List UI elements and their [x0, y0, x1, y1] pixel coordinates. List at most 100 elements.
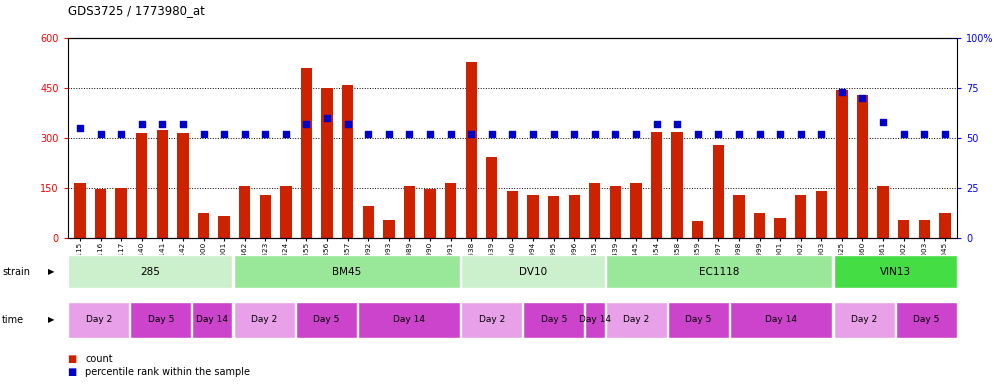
Point [690, 131, 706, 137]
Point [937, 131, 953, 137]
Bar [668, 301, 729, 338]
Bar [234, 255, 460, 288]
Bar [69, 255, 233, 288]
Bar [296, 301, 357, 338]
Bar [606, 255, 832, 288]
Point [607, 131, 623, 137]
Point [834, 89, 850, 95]
Bar [342, 85, 353, 238]
Point [669, 121, 685, 127]
Bar [383, 220, 395, 238]
Bar [651, 132, 662, 238]
Bar [569, 195, 580, 238]
Bar [424, 189, 435, 238]
Point [113, 131, 129, 137]
Bar [234, 301, 294, 338]
Bar [606, 301, 667, 338]
Point [298, 121, 314, 127]
Point [402, 131, 417, 137]
Bar [672, 132, 683, 238]
Point [72, 125, 87, 131]
Bar [193, 301, 233, 338]
Text: BM45: BM45 [332, 266, 362, 277]
Bar [795, 195, 806, 238]
Bar [734, 195, 745, 238]
Bar [130, 301, 191, 338]
Point [813, 131, 829, 137]
Bar [465, 62, 477, 238]
Bar [461, 301, 522, 338]
Point [484, 131, 500, 137]
Bar [363, 207, 374, 238]
Bar [585, 301, 605, 338]
Bar [834, 255, 956, 288]
Bar [836, 90, 848, 238]
Point [896, 131, 911, 137]
Point [546, 131, 562, 137]
Bar [548, 197, 560, 238]
Point [257, 131, 273, 137]
Point [92, 131, 108, 137]
Text: Day 14: Day 14 [765, 315, 797, 324]
Bar [198, 213, 209, 238]
Text: 285: 285 [140, 266, 160, 277]
Bar [589, 183, 600, 238]
Bar [177, 133, 189, 238]
Text: Day 14: Day 14 [393, 315, 425, 324]
Point [442, 131, 458, 137]
Point [278, 131, 294, 137]
Point [586, 131, 602, 137]
Point [649, 121, 665, 127]
Bar [115, 188, 127, 238]
Text: Day 14: Day 14 [580, 315, 611, 324]
Point [855, 95, 871, 101]
Bar [878, 187, 889, 238]
Point [628, 131, 644, 137]
Bar [157, 130, 168, 238]
Point [216, 131, 232, 137]
Text: DV10: DV10 [519, 266, 547, 277]
Text: percentile rank within the sample: percentile rank within the sample [85, 367, 250, 377]
Point [175, 121, 191, 127]
Bar [713, 145, 724, 238]
Bar [461, 255, 605, 288]
Point [772, 131, 788, 137]
Bar [136, 133, 147, 238]
Text: ▶: ▶ [48, 315, 55, 324]
Bar [94, 189, 106, 238]
Text: Day 5: Day 5 [147, 315, 174, 324]
Point [731, 131, 746, 137]
Text: Day 14: Day 14 [197, 315, 229, 324]
Point [237, 131, 252, 137]
Point [751, 131, 767, 137]
Text: Day 2: Day 2 [251, 315, 277, 324]
Bar [259, 195, 271, 238]
Text: count: count [85, 354, 113, 364]
Point [793, 131, 809, 137]
Bar [239, 187, 250, 238]
Point [381, 131, 397, 137]
Point [196, 131, 212, 137]
Text: Day 2: Day 2 [478, 315, 505, 324]
Text: Day 5: Day 5 [313, 315, 339, 324]
Point [154, 121, 170, 127]
Text: ▶: ▶ [48, 267, 55, 276]
Bar [445, 183, 456, 238]
Text: strain: strain [2, 266, 30, 277]
Bar [75, 183, 85, 238]
Bar [404, 187, 415, 238]
Text: ■: ■ [68, 367, 77, 377]
Text: EC1118: EC1118 [699, 266, 740, 277]
Bar [834, 301, 895, 338]
Text: Day 5: Day 5 [913, 315, 939, 324]
Bar [898, 220, 910, 238]
Text: Day 5: Day 5 [686, 315, 712, 324]
Point [505, 131, 521, 137]
Point [525, 131, 541, 137]
Bar [358, 301, 460, 338]
Text: VIN13: VIN13 [880, 266, 911, 277]
Bar [731, 301, 832, 338]
Point [360, 131, 376, 137]
Bar [692, 222, 704, 238]
Bar [528, 195, 539, 238]
